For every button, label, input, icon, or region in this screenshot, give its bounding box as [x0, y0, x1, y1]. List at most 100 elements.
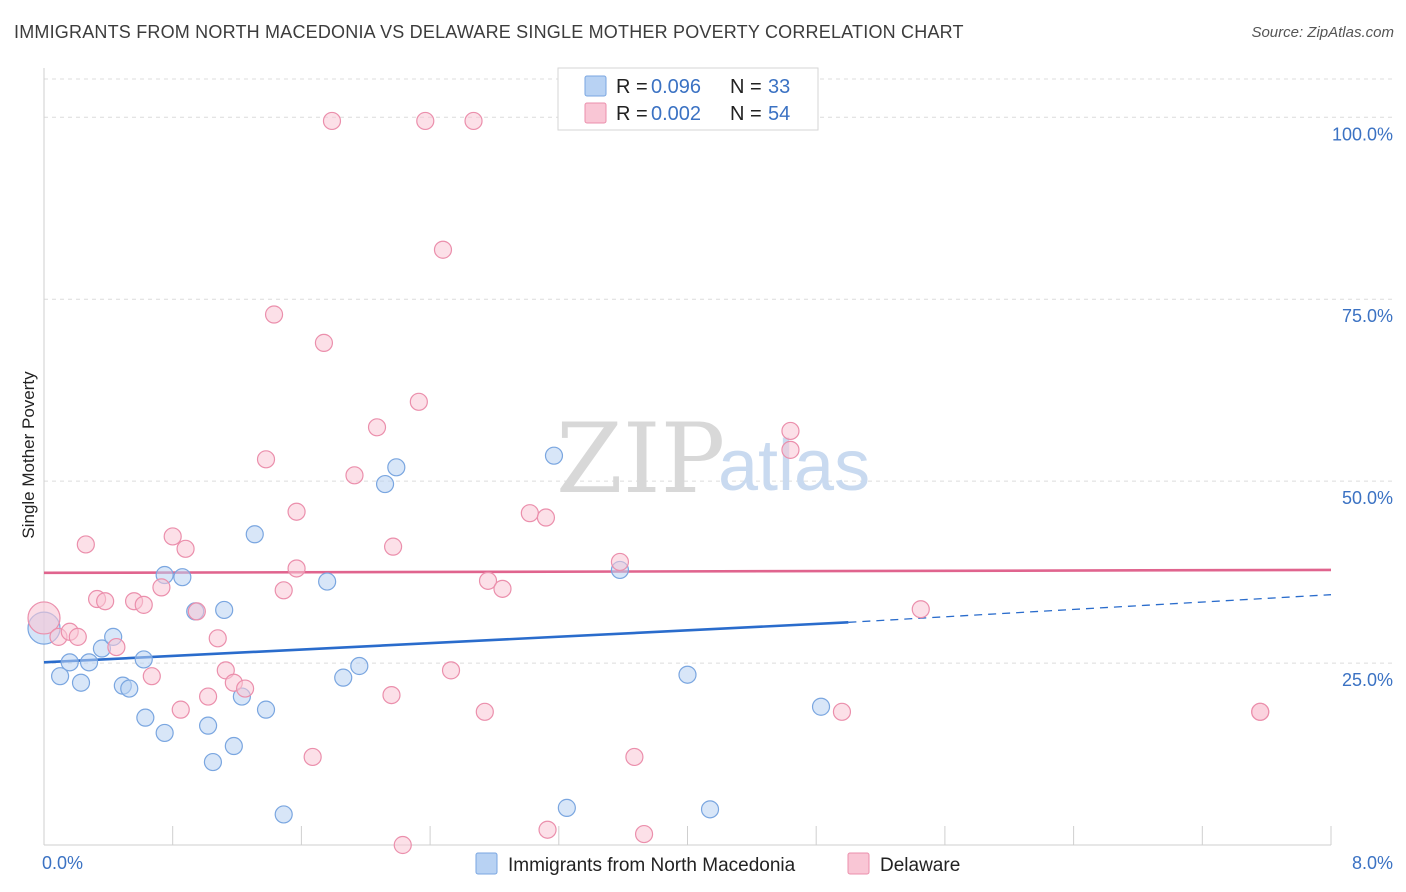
correlation-legend: R = 0.096 N = 33 R = 0.002 N = 54 — [557, 67, 819, 131]
point-delaware — [198, 687, 218, 706]
point-delaware — [134, 595, 153, 614]
legend-n-label-pink: N = — [730, 103, 762, 125]
point-delaware — [416, 111, 435, 131]
point-north-macedonia — [256, 700, 276, 719]
point-delaware — [27, 601, 61, 635]
point-delaware — [478, 571, 498, 590]
trend-line-blue — [43, 621, 849, 664]
y-axis-label: Single Mother Poverty — [19, 371, 38, 539]
y-tick-label: 100.0% — [1332, 124, 1393, 144]
legend-r-label-pink: R = — [616, 103, 648, 125]
point-delaware — [781, 421, 800, 441]
point-delaware — [187, 602, 206, 621]
point-north-macedonia — [557, 798, 576, 817]
x-tick-label-max: 8.0% — [1352, 853, 1393, 873]
legend-n-value-pink: 54 — [768, 103, 790, 125]
point-delaware — [314, 333, 334, 352]
point-delaware — [176, 539, 195, 558]
point-delaware — [68, 627, 87, 646]
point-north-macedonia — [375, 474, 395, 494]
series-legend-swatch-blue — [475, 852, 498, 875]
point-delaware — [256, 450, 276, 469]
watermark-zip: ZIP — [556, 403, 725, 515]
legend-swatch-pink — [584, 102, 607, 124]
point-delaware — [322, 111, 342, 131]
y-tick-label: 50.0% — [1342, 488, 1393, 508]
point-north-macedonia — [79, 653, 99, 672]
legend-r-value-blue: 0.096 — [651, 76, 701, 98]
data-points — [27, 111, 1270, 855]
point-north-macedonia — [700, 800, 720, 819]
legend-swatch-blue — [584, 75, 607, 97]
point-north-macedonia — [136, 708, 155, 727]
point-north-macedonia — [155, 723, 174, 743]
point-north-macedonia — [134, 650, 153, 669]
x-tick-label-min: 0.0% — [42, 853, 83, 873]
point-delaware — [76, 535, 95, 554]
point-north-macedonia — [120, 679, 139, 698]
y-tick-labels: 25.0% 50.0% 75.0% 100.0% — [1332, 124, 1393, 690]
point-delaware — [171, 700, 190, 719]
point-delaware — [142, 667, 161, 686]
trend-lines — [43, 568, 1332, 664]
legend-n-label-blue: N = — [730, 76, 762, 98]
point-delaware — [152, 578, 171, 597]
point-north-macedonia — [350, 656, 369, 676]
point-delaware — [911, 600, 930, 619]
point-delaware — [163, 527, 182, 546]
point-north-macedonia — [544, 446, 564, 465]
chart-title: IMMIGRANTS FROM NORTH MACEDONIA VS DELAW… — [14, 22, 964, 42]
point-delaware — [303, 747, 322, 767]
point-north-macedonia — [678, 665, 697, 684]
legend-r-label-blue: R = — [616, 76, 648, 98]
point-north-macedonia — [387, 458, 406, 477]
series-legend-label-blue: Immigrants from North Macedonia — [508, 855, 796, 876]
point-north-macedonia — [318, 572, 337, 591]
point-delaware — [536, 508, 556, 527]
legend-r-value-pink: 0.002 — [651, 103, 701, 125]
point-delaware — [520, 504, 539, 523]
point-delaware — [441, 661, 461, 680]
chart-source: Source: ZipAtlas.com — [1251, 24, 1394, 41]
point-delaware — [1251, 702, 1270, 721]
y-tick-label: 75.0% — [1342, 306, 1393, 326]
point-north-macedonia — [334, 668, 353, 687]
trend-line-pink — [43, 568, 1332, 575]
point-delaware — [287, 559, 306, 578]
watermark-atlas: atlas — [718, 426, 870, 506]
legend-n-value-blue: 33 — [768, 76, 790, 98]
point-north-macedonia — [811, 697, 831, 716]
point-delaware — [287, 502, 306, 521]
point-delaware — [274, 581, 293, 600]
trend-line-extension-blue — [848, 594, 1332, 623]
point-north-macedonia — [173, 568, 192, 587]
point-delaware — [208, 629, 227, 648]
point-delaware — [345, 466, 364, 485]
series-legend-swatch-pink — [847, 852, 870, 875]
point-delaware — [610, 552, 630, 572]
point-delaware — [383, 537, 403, 556]
point-north-macedonia — [215, 600, 234, 620]
point-delaware — [367, 418, 387, 437]
point-delaware — [235, 679, 255, 698]
point-delaware — [781, 440, 800, 459]
point-delaware — [382, 685, 401, 705]
point-delaware — [464, 111, 483, 131]
point-delaware — [538, 820, 557, 839]
point-delaware — [493, 579, 512, 598]
series-legend: Immigrants from North Macedonia Delaware — [475, 852, 960, 876]
point-delaware — [625, 747, 644, 767]
point-delaware — [409, 392, 428, 411]
point-north-macedonia — [60, 653, 79, 672]
point-delaware — [393, 835, 412, 855]
point-delaware — [96, 592, 115, 611]
point-north-macedonia — [50, 667, 70, 686]
point-delaware — [264, 305, 284, 324]
point-delaware — [634, 824, 654, 844]
y-tick-label: 25.0% — [1342, 670, 1393, 690]
point-north-macedonia — [245, 525, 264, 544]
point-north-macedonia — [198, 716, 218, 735]
point-delaware — [832, 702, 852, 721]
point-delaware — [433, 240, 453, 259]
